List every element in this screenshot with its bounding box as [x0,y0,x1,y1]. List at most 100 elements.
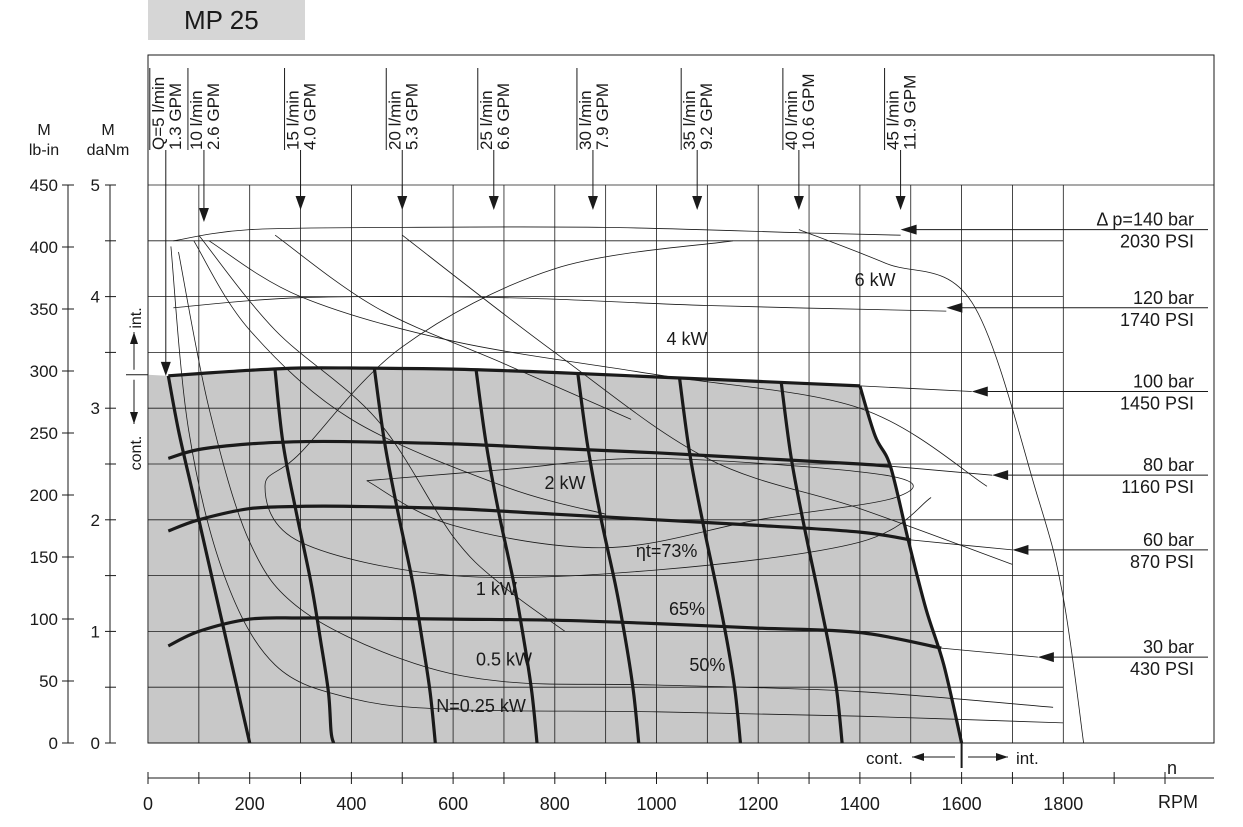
lbin-axis-label-line2: lb-in [29,142,59,159]
rpm-tick-label: 1200 [738,794,778,814]
contour-line [264,240,932,578]
pressure-arrow-head [900,224,917,235]
flow-arrow-head [895,196,906,210]
pressure-label-bar: 60 bar [1143,530,1194,550]
efficiency-label: 65% [669,599,705,619]
rpm-tick-label: 1000 [636,794,676,814]
lbin-tick-label: 100 [30,610,58,629]
thin-curves [170,226,1084,744]
pressure-series-30-bar [167,616,942,650]
int-left-arrow-head [130,332,138,344]
danm-axis-label-line2: daNm [87,142,130,159]
contour-line [941,647,1038,658]
flow-series-25-lpm [576,372,641,744]
flow-arrow-head [793,196,804,210]
power-label: 6 kW [855,270,896,290]
flow-label-lpm: 35 l/min [680,90,699,150]
contour-line [173,296,947,312]
pressure-arrow-head [1037,652,1054,663]
lbin-tick-label: 250 [30,424,58,443]
flow-label-lpm: 20 l/min [385,90,404,150]
pressure-series-60-bar [167,504,911,542]
flow-arrow-head [295,196,306,210]
flow-label-gpm: 5.3 GPM [402,83,421,150]
cont-label-left: cont. [128,436,145,471]
danm-axis-label-line1: M [101,122,114,139]
bold-series [166,366,964,744]
rpm-tick-label: 800 [540,794,570,814]
flow-series-35-lpm [779,381,844,744]
contour-line [798,229,1084,744]
contour-line [198,234,566,632]
pressure-label-bar: 100 bar [1133,371,1194,391]
danm-tick-label: 2 [91,511,100,530]
flow-series-5-lpm [166,375,252,744]
flow-arrow-head [488,196,499,210]
pressure-series-100-bar [168,366,860,388]
lbin-axis-label-line1: M [37,122,50,139]
int-label-bottom: int. [1016,749,1039,768]
pressure-arrow-head [971,386,988,397]
flow-series-20-lpm [474,368,539,744]
flow-label-lpm: Q=5 l/min [149,77,168,150]
pressure-label-psi: 1160 PSI [1121,477,1194,497]
flow-label-lpm: 15 l/min [284,90,303,150]
pressure-arrow-head [992,470,1009,481]
pressure-label-psi: 2030 PSI [1120,232,1194,252]
cont-arrow-head [912,753,924,761]
cont-left-arrow-head [130,412,138,424]
contour-line [859,385,972,392]
pressure-label-bar: 30 bar [1143,637,1194,657]
int-label-left: int. [128,307,145,328]
danm-tick-label: 1 [91,622,100,641]
danm-tick-label: 5 [91,176,100,195]
flow-label-lpm: 45 l/min [884,90,903,150]
danm-tick-label: 0 [91,734,100,753]
pressure-label-psi: 430 PSI [1130,659,1194,679]
rpm-axis-label-bottom: RPM [1158,792,1198,812]
danm-tick-label: 3 [91,399,100,418]
pressure-label-bar: 120 bar [1133,288,1194,308]
efficiency-label: ηt=73% [636,541,698,561]
flow-label-gpm: 2.6 GPM [204,83,223,150]
flow-series-10-lpm [273,370,336,744]
power-label: 4 kW [667,329,708,349]
lbin-tick-label: 0 [49,734,58,753]
cont-label-bottom: cont. [866,749,903,768]
contour-line [208,240,988,487]
flow-arrow-head [397,196,408,210]
contour-line [366,457,914,549]
contour-line [890,465,993,476]
flow-label-gpm: 7.9 GPM [593,83,612,150]
flow-arrow-head [198,208,209,222]
contour-line [193,240,606,515]
pressure-label-bar: Δ p=140 bar [1096,210,1194,230]
pressure-arrow-head [1012,544,1029,555]
rpm-tick-label: 1600 [942,794,982,814]
contour-line [170,246,1064,724]
power-label: 1 kW [476,579,517,599]
contour-line [274,234,632,420]
rpm-tick-label: 0 [143,794,153,814]
int-arrow-head [996,753,1008,761]
flow-arrow-head [692,196,703,210]
lbin-tick-label: 200 [30,486,58,505]
flow-label-gpm: 1.3 GPM [166,83,185,150]
flow-label-lpm: 10 l/min [187,90,206,150]
rpm-tick-label: 200 [235,794,265,814]
contour-line [173,226,901,242]
pressure-label-bar: 80 bar [1143,455,1194,475]
power-label: N=0.25 kW [436,696,526,716]
chart-title: MP 25 [148,0,305,40]
flow-label-lpm: 30 l/min [576,90,595,150]
power-label: 2 kW [544,473,585,493]
efficiency-label: 50% [689,655,725,675]
power-label: 0.5 kW [476,649,532,669]
flow-label-lpm: 40 l/min [782,90,801,150]
lbin-tick-label: 400 [30,238,58,257]
contour-line [402,234,1013,565]
flow-label-gpm: 10.6 GPM [799,73,818,150]
flow-arrow-head [160,361,171,376]
flow-arrow-head [587,196,598,210]
